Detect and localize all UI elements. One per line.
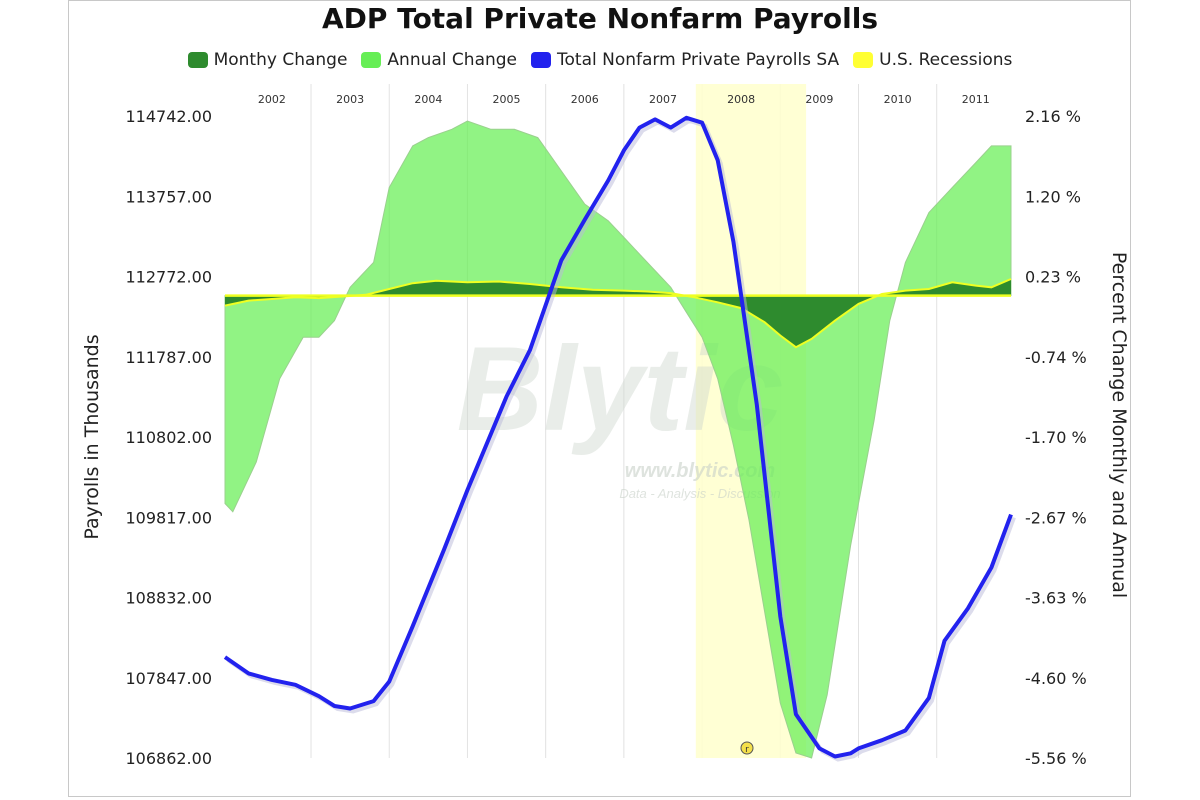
- right-tick-label: -5.56 %: [1025, 749, 1087, 768]
- right-tick-label: -3.63 %: [1025, 589, 1087, 608]
- legend-swatch: [187, 52, 208, 68]
- right-tick-label: -1.70 %: [1025, 428, 1087, 447]
- year-label: 2008: [727, 93, 755, 106]
- left-tick-label: 111787.00: [125, 348, 212, 367]
- left-tick-label: 109817.00: [125, 508, 212, 527]
- watermark-tagline: Data - Analysis - Discussion: [619, 486, 780, 501]
- right-tick-label: -4.60 %: [1025, 669, 1087, 688]
- year-label: 2006: [571, 93, 599, 106]
- y-left-title: Payrolls in Thousands: [81, 334, 103, 539]
- year-labels: 2002 2003 2004 2005 2006 2007 2008 2009 2010 2011: [258, 93, 990, 106]
- year-label: 2007: [649, 93, 677, 106]
- legend-swatch: [531, 52, 552, 68]
- payroll-series-line: [223, 115, 1013, 759]
- monthly-change-area: [224, 278, 1012, 349]
- left-axis-ticks: 114742.00 113757.00 112772.00 111787.00 1108…: [125, 107, 212, 768]
- left-tick-label: 106862.00: [125, 749, 212, 768]
- right-axis-ticks: 2.16 % 1.20 % 0.23 % -0.74 % -1.70 % -2.67 % -…: [1025, 107, 1087, 768]
- year-label: 2010: [884, 93, 912, 106]
- right-tick-label: -2.67 %: [1025, 508, 1087, 527]
- legend-swatch: [361, 52, 382, 68]
- legend-label: Total Nonfarm Private Payrolls SA: [557, 50, 840, 70]
- payroll-line: [223, 115, 1016, 762]
- right-tick-label: 0.23 %: [1025, 268, 1081, 287]
- legend-item[interactable]: Monthy Change: [187, 50, 348, 70]
- legend-item[interactable]: Annual Change: [361, 50, 517, 70]
- legend-label: U.S. Recessions: [879, 50, 1013, 70]
- legend-swatch: [853, 52, 874, 68]
- legend: Monthy Change Annual Change Total Nonfarm …: [0, 50, 1200, 70]
- year-label: 2011: [962, 93, 990, 106]
- left-tick-label: 112772.00: [125, 268, 212, 287]
- annual-change-area: [224, 120, 1012, 759]
- right-tick-label: 1.20 %: [1025, 187, 1081, 206]
- left-tick-label: 110802.00: [125, 428, 212, 447]
- year-label: 2003: [336, 93, 364, 106]
- svg-text:r: r: [745, 745, 749, 755]
- year-label: 2004: [414, 93, 442, 106]
- chart-title: ADP Total Private Nonfarm Payrolls: [322, 2, 878, 35]
- right-tick-label: -0.74 %: [1025, 348, 1087, 367]
- left-tick-label: 113757.00: [125, 187, 212, 206]
- legend-item[interactable]: U.S. Recessions: [853, 50, 1012, 70]
- year-label: 2009: [805, 93, 833, 106]
- legend-item[interactable]: Total Nonfarm Private Payrolls SA: [531, 50, 839, 70]
- left-tick-label: 107847.00: [125, 669, 212, 688]
- left-tick-label: 108832.00: [125, 589, 212, 608]
- year-label: 2005: [493, 93, 521, 106]
- left-tick-label: 114742.00: [125, 107, 212, 126]
- legend-label: Monthy Change: [213, 50, 348, 70]
- right-tick-label: 2.16 %: [1025, 107, 1081, 126]
- recession-marker-icon: r: [740, 741, 754, 755]
- legend-label: Annual Change: [387, 50, 518, 70]
- annual-change-fill: [224, 120, 1012, 759]
- y-right-title: Percent Change Monthly and Annual: [1108, 252, 1130, 598]
- year-label: 2002: [258, 93, 286, 106]
